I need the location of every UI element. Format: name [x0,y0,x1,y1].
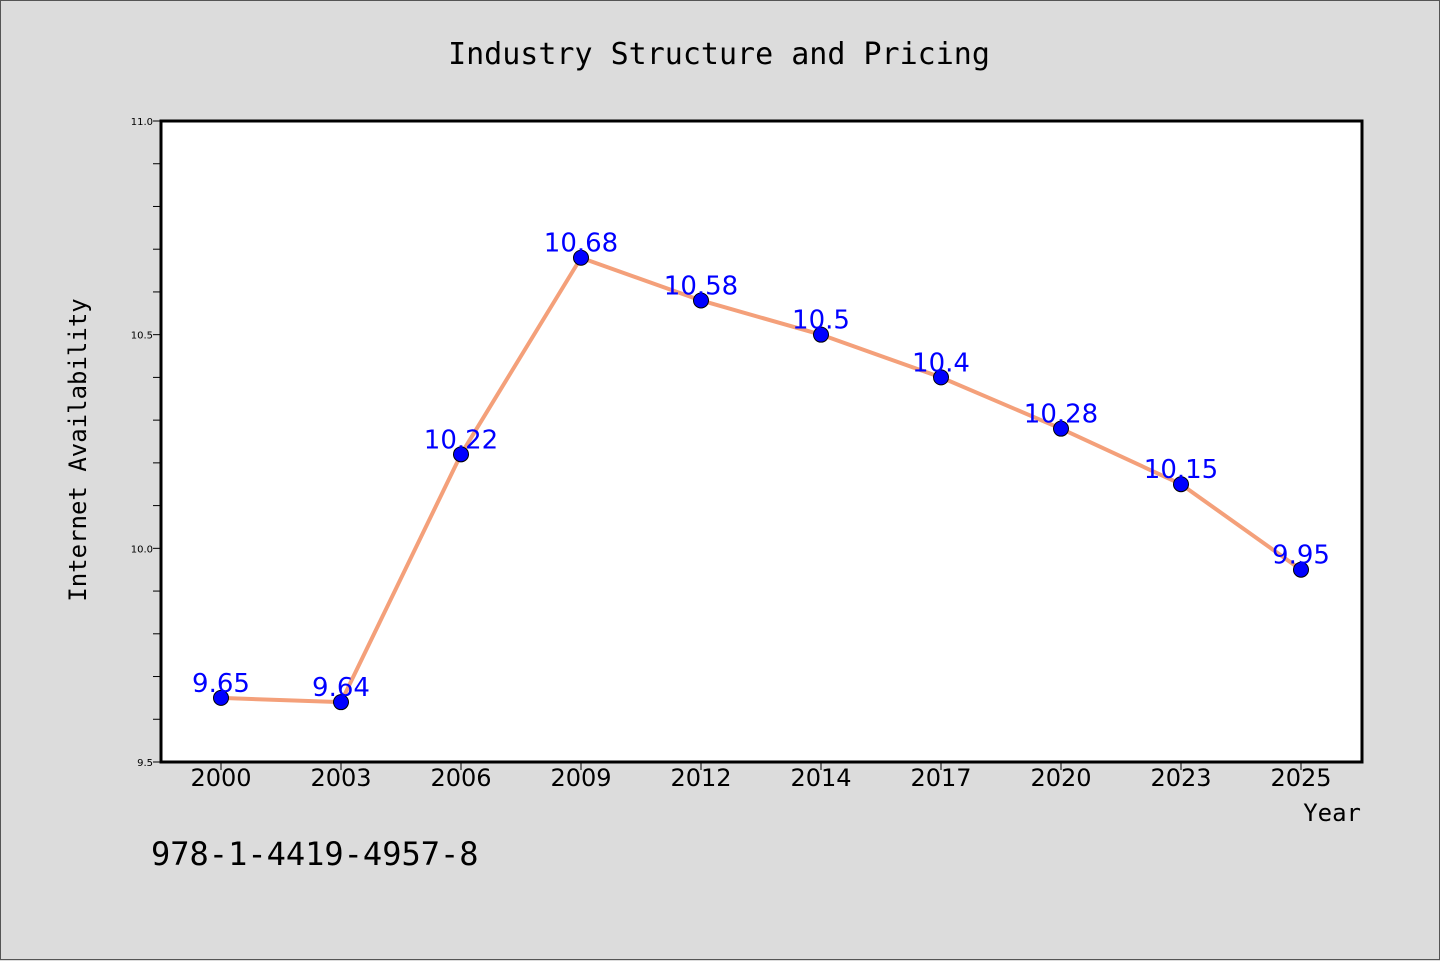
data-point [213,689,229,706]
x-tick-label: 2003 [310,764,371,792]
x-tick-label: 2012 [670,764,731,792]
y-tick-label: 9.5 [137,758,153,769]
data-point [333,694,349,711]
x-tick-label: 2017 [910,764,971,792]
x-tick-label: 2025 [1270,764,1331,792]
y-tick-label: 11.0 [131,117,153,128]
isbn-label: 978-1-4419-4957-8 [151,835,479,873]
series-line [219,255,1303,705]
x-tick-label: 2000 [190,764,251,792]
data-point [453,446,469,463]
x-tick-label: 2006 [430,764,491,792]
data-label: 9.64 [312,673,370,703]
y-tick-label: 10.0 [131,544,153,555]
x-tick-label: 2020 [1030,764,1091,792]
data-label: 10.58 [664,271,738,301]
y-tick-label: 10.5 [131,331,153,342]
data-point [573,249,589,266]
data-label: 9.65 [192,669,250,699]
x-tick-label: 2009 [550,764,611,792]
data-label: 10.4 [912,348,970,378]
data-label: 10.15 [1144,455,1218,485]
data-point [1053,420,1069,437]
x-tick-label: 2023 [1150,764,1211,792]
y-axis-ticks: 9.5 10.0 10.5 11.0 [131,117,161,769]
series-layer: 9.65 9.64 10.22 10.68 10.58 10.5 10.4 10.28 10.1… [192,229,1330,711]
data-label: 10.68 [544,229,618,259]
data-label: 10.28 [1024,400,1098,430]
data-point [933,369,949,386]
data-label: 9.95 [1272,541,1330,571]
data-label: 10.22 [424,425,498,455]
data-point [1173,476,1189,493]
data-point [1293,561,1309,578]
x-axis-ticks: 2000 2003 2006 2009 2012 2014 2017 2020 2023 2025 [190,762,1332,792]
plot-area [159,119,1364,764]
y-axis-label: Internet Availability [64,298,92,601]
x-axis-label: Year [1303,799,1361,827]
x-tick-label: 2014 [790,764,851,792]
chart-title: Industry Structure and Pricing [448,37,990,72]
data-point [693,292,709,309]
data-point [813,326,829,343]
data-label: 10.5 [792,306,850,336]
